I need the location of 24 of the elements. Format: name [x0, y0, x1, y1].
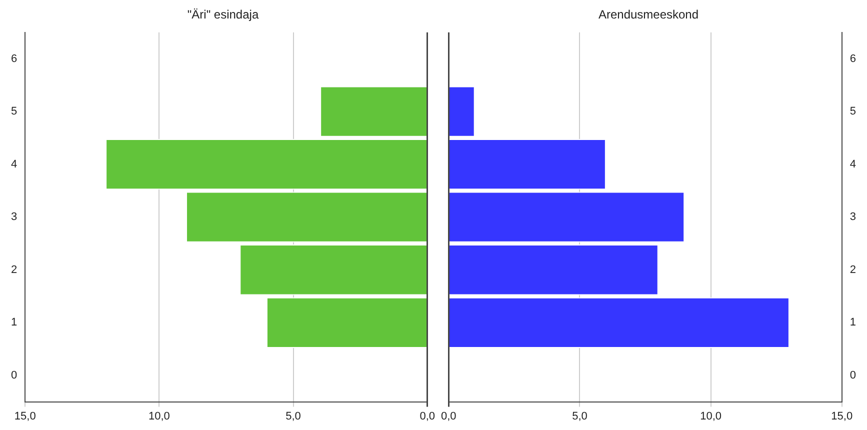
y-tick-label: 2 [10, 264, 18, 276]
y-tick-label: 0 [850, 369, 856, 382]
y-tick-label: 1 [10, 316, 18, 329]
chart-title: "Äri" esindaja [187, 8, 259, 22]
x-tick-label: 10,0 [148, 410, 170, 422]
y-tick-label: 2 [850, 264, 856, 276]
y-tick-label: 4 [10, 158, 18, 170]
x-tick-label: 10,0 [700, 410, 722, 422]
y-tick-label: 6 [10, 52, 18, 65]
x-tick-label: 0,0 [440, 410, 456, 422]
x-tick-label: 15,0 [14, 410, 36, 422]
y-tick-label: 1 [850, 316, 856, 329]
y-tick-label: 4 [850, 158, 856, 170]
x-tick-label: 5,0 [286, 410, 301, 422]
chart-title: Arendusmeeskond [598, 8, 699, 22]
y-tick-label: 5 [10, 106, 18, 118]
y-tick-label: 6 [850, 52, 856, 65]
y-tick-label: 0 [10, 369, 18, 382]
x-tick-label: 5,0 [572, 410, 588, 422]
x-tick-label: 0,0 [420, 410, 436, 422]
x-tick-label: 15,0 [831, 410, 853, 422]
y-tick-label: 5 [850, 106, 856, 118]
y-tick-label: 3 [850, 211, 856, 224]
y-tick-label: 3 [10, 211, 18, 224]
